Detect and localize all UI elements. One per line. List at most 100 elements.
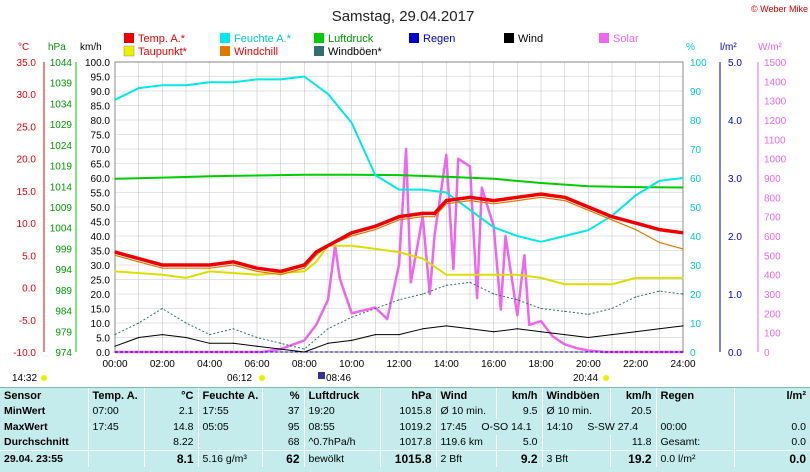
y-tick-kmh: 0.0 — [96, 348, 110, 359]
data-point-solar — [452, 268, 454, 270]
y-tick-lm2: 1.0 — [728, 290, 742, 301]
y-tick-hpa: 974 — [55, 348, 72, 359]
legend-item-rain: Regen — [409, 33, 455, 45]
table-cell: 11.8 — [609, 434, 656, 451]
data-point-windchill — [232, 264, 234, 266]
axis-units: °C hPa km/h % l/m² W/m² — [18, 42, 783, 53]
data-point-windchill — [398, 219, 400, 221]
x-tick-label: 24:00 — [670, 359, 695, 370]
table-cell: 2.1 — [143, 403, 198, 419]
y-tick-wm2: 700 — [764, 213, 781, 224]
data-point-feuchte-a — [469, 209, 471, 211]
data-point-windchill — [516, 200, 518, 202]
table-cell: 0.0 — [733, 419, 810, 435]
legend-label-gust: Windböen* — [328, 46, 383, 58]
table-row-current: 29.04. 23:55 8.1 5.16 g/m³ 62 bewölkt 10… — [0, 450, 810, 467]
table-cell: Gesamt: — [655, 434, 734, 451]
table-cell — [87, 450, 144, 467]
data-point-windb-en — [564, 310, 566, 312]
data-point-solar — [564, 343, 566, 345]
data-point-taupunkt — [682, 277, 684, 279]
th-sensor: Sensor — [4, 389, 42, 402]
y-tick-celsius: -10.0 — [13, 348, 36, 359]
data-point-solar — [500, 308, 502, 311]
y-tick-hpa: 989 — [55, 286, 72, 297]
data-point-regen — [682, 351, 684, 353]
plot-frame — [114, 61, 684, 353]
data-point-feuchte-a — [445, 191, 447, 194]
y-tick-wm2: 1500 — [764, 58, 787, 69]
data-point-windb-en — [209, 334, 211, 336]
data-point-wind — [161, 334, 163, 336]
data-point-taupunkt — [422, 258, 424, 260]
data-point-wind — [374, 334, 376, 336]
table-cell: Ø 10 min. — [541, 403, 610, 419]
y-tick-lm2: 3.0 — [728, 174, 742, 185]
legend-label-rain: Regen — [423, 33, 455, 45]
x-tick-label: 02:00 — [150, 359, 175, 370]
y-tick-wm2: 200 — [764, 309, 781, 320]
x-tick-label: 14:00 — [434, 359, 459, 370]
legend-item-wind: Wind — [504, 33, 543, 45]
table-cell: 62 — [261, 450, 304, 467]
data-point-solar — [351, 312, 353, 314]
th-temp-unit: °C — [143, 388, 198, 404]
data-point-wind — [138, 336, 140, 339]
data-point-solar — [303, 339, 305, 341]
table-cell: 8.1 — [143, 450, 198, 467]
y-tick-kmh: 45.0 — [91, 218, 111, 229]
y-tick-celsius: 15.0 — [17, 187, 37, 198]
y-tick-celsius: 30.0 — [17, 90, 37, 101]
stats-table-panel: Sensor Temp. A. °C Feuchte A. % Luftdruc… — [0, 387, 810, 472]
data-point-feuchte-a — [114, 99, 116, 101]
data-point-luftdruck — [303, 174, 305, 176]
data-point-windb-en — [398, 299, 400, 301]
table-cell: 05:05 — [197, 419, 262, 435]
y-tick-percent: 50 — [690, 203, 702, 214]
legend-item-gust: Windböen* — [314, 46, 383, 58]
legend-swatch-rain — [409, 33, 419, 43]
chart-title: Samstag, 29.04.2017 — [332, 8, 475, 25]
data-point-solar — [540, 320, 542, 322]
y-tick-wm2: 300 — [764, 290, 781, 301]
data-point-feuchte-a — [682, 177, 684, 179]
y-tick-celsius: -5.0 — [19, 316, 37, 327]
y-axes: 35.0 30.0 25.0 20.0 15.0 10.0 5.0 0.0 -5.0 -10.0 1… — [13, 58, 786, 359]
data-point-temp-a — [138, 258, 140, 260]
data-point-wind — [351, 339, 353, 341]
data-point-taupunkt — [469, 274, 471, 276]
data-point-temp-a — [540, 193, 542, 195]
th-gust-unit: km/h — [609, 388, 656, 404]
table-header-row: Sensor Temp. A. °C Feuchte A. % Luftdruc… — [0, 388, 810, 404]
data-point-taupunkt — [611, 283, 613, 285]
y-tick-kmh: 55.0 — [91, 189, 111, 200]
data-point-windchill — [540, 196, 542, 198]
data-point-taupunkt — [540, 277, 542, 279]
x-tick-label: 00:00 — [102, 359, 127, 370]
table-cell — [541, 434, 610, 451]
x-tick-label: 18:00 — [528, 359, 553, 370]
data-point-windchill — [469, 200, 471, 202]
moon2-icon — [318, 372, 325, 379]
data-point-wind — [587, 336, 589, 339]
table-cell: 08:55 — [303, 419, 380, 435]
unit-hpa: hPa — [48, 42, 66, 53]
data-point-temp-a — [658, 229, 660, 231]
data-point-windchill — [611, 219, 613, 221]
data-point-temp-a — [303, 264, 305, 266]
legend-item-chill: Windchill — [220, 46, 278, 58]
table-cell: 17:45 O-SO 14.1 — [435, 419, 542, 435]
table-cell: 1015.8 — [379, 450, 436, 467]
data-point-temp-a — [315, 251, 317, 253]
data-point-feuchte-a — [398, 189, 400, 191]
legend: Temp. A.* Feuchte A.* Luftdruck Regen Wi… — [123, 33, 639, 58]
data-point-wind — [327, 342, 329, 344]
data-point-wind — [658, 328, 660, 330]
data-point-windchill — [433, 216, 436, 218]
data-point-windb-en — [161, 307, 163, 310]
data-point-temp-a — [516, 196, 518, 198]
y-tick-kmh: 100.0 — [85, 58, 110, 69]
data-point-windchill — [256, 270, 258, 272]
y-tick-kmh: 10.0 — [91, 319, 111, 330]
